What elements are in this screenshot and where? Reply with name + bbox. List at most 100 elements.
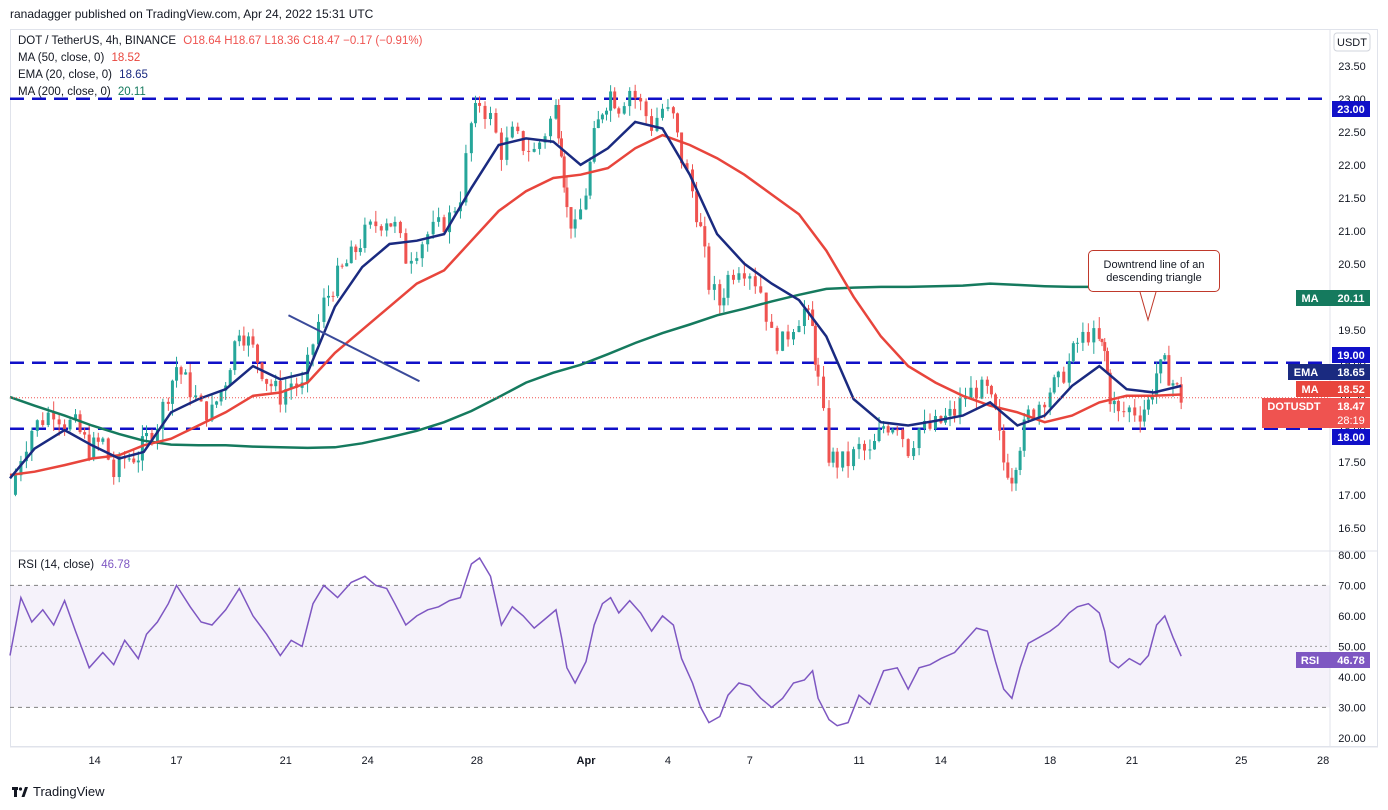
candle-body[interactable] [980,379,984,399]
candle-body[interactable] [569,207,573,229]
candle-body[interactable] [442,217,446,233]
candle-body[interactable] [30,430,34,452]
candle-body[interactable] [379,226,383,231]
candle-body[interactable] [374,221,378,227]
candle-body[interactable] [712,284,716,290]
candle-body[interactable] [46,412,50,426]
candle-body[interactable] [1105,351,1109,373]
candle-body[interactable] [41,420,45,426]
candle-body[interactable] [1026,409,1030,420]
candle-body[interactable] [316,321,320,345]
candle-body[interactable] [74,414,78,420]
candle-body[interactable] [532,148,536,152]
candle-body[interactable] [166,401,170,404]
candle-body[interactable] [469,123,473,154]
candle-body[interactable] [237,335,241,342]
candle-body[interactable] [650,116,654,131]
candle-body[interactable] [759,286,763,293]
candle-body[interactable] [933,416,937,429]
candle-body[interactable] [969,387,973,399]
candle-body[interactable] [453,211,457,213]
candle-body[interactable] [1103,342,1107,352]
candle-body[interactable] [816,364,820,377]
candle-body[interactable] [797,326,801,332]
candle-body[interactable] [1097,328,1101,339]
candle-body[interactable] [841,451,845,468]
candle-body[interactable] [327,295,330,298]
candle-body[interactable] [106,438,110,460]
candle-body[interactable] [1138,415,1142,422]
candle-body[interactable] [835,451,839,468]
candle-body[interactable] [753,276,757,287]
candle-body[interactable] [588,161,592,196]
candle-body[interactable] [210,404,214,421]
candle-body[interactable] [478,102,482,106]
candle-body[interactable] [1116,400,1120,412]
candle-body[interactable] [1167,355,1171,386]
candle-body[interactable] [877,428,881,441]
legend-symbol[interactable]: DOT / TetherUS, 4h, BINANCE [18,35,177,47]
candle-body[interactable] [393,221,397,227]
candle-body[interactable] [579,209,583,220]
candle-body[interactable] [1108,372,1112,405]
candle-body[interactable] [233,341,237,371]
candle-body[interactable] [1175,383,1179,385]
candle-body[interactable] [1086,331,1090,343]
candle-body[interactable] [617,108,621,114]
candle-body[interactable] [358,247,362,253]
candle-body[interactable] [140,436,144,461]
candle-body[interactable] [63,424,67,430]
candle-body[interactable] [775,327,779,351]
candle-body[interactable] [873,440,876,450]
candle-body[interactable] [52,412,56,420]
candle-body[interactable] [605,110,609,115]
candle-body[interactable] [215,401,219,405]
candle-body[interactable] [786,331,790,340]
candle-body[interactable] [994,394,998,409]
candle-body[interactable] [83,432,87,435]
candle-body[interactable] [57,419,61,425]
candle-body[interactable] [660,108,664,118]
candle-body[interactable] [284,389,288,405]
candle-body[interactable] [554,104,558,119]
candle-body[interactable] [644,101,648,117]
candle-body[interactable] [415,258,419,261]
candle-body[interactable] [274,380,278,387]
candle-body[interactable] [543,136,547,143]
downtrend-callout[interactable]: Downtrend line of an descending triangle [1088,250,1220,292]
candle-body[interactable] [886,426,890,433]
candle-body[interactable] [92,437,96,459]
candle-body[interactable] [349,246,353,264]
candle-body[interactable] [354,246,358,253]
candle-body[interactable] [363,224,367,248]
candle-body[interactable] [488,112,492,120]
candle-body[interactable] [170,380,174,404]
legend-ma200-row[interactable]: MA (200, close, 0) 20.11 [18,86,146,98]
candle-body[interactable] [1043,404,1047,408]
candle-body[interactable] [633,90,637,99]
candle-body[interactable] [96,437,100,442]
candle-body[interactable] [917,428,921,449]
candle-body[interactable] [895,429,899,431]
candle-body[interactable] [1006,462,1010,478]
footer-brand[interactable]: TradingView [12,784,105,799]
candle-body[interactable] [953,408,957,416]
candle-body[interactable] [431,221,435,235]
candle-body[interactable] [132,458,136,463]
candle-body[interactable] [562,156,566,188]
candle-body[interactable] [813,325,817,365]
candle-body[interactable] [923,420,927,429]
candle-body[interactable] [527,150,531,152]
candle-body[interactable] [613,91,617,109]
candle-body[interactable] [628,90,632,107]
legend-ma50-row[interactable]: MA (50, close, 0) 18.52 [18,52,140,64]
candle-body[interactable] [448,212,452,233]
candle-body[interactable] [989,385,993,395]
candle-body[interactable] [742,273,746,279]
candle-body[interactable] [194,395,198,398]
candle-body[interactable] [1014,469,1018,484]
candle-body[interactable] [666,107,670,109]
candle-body[interactable] [521,131,525,151]
candle-body[interactable] [389,223,393,227]
candle-body[interactable] [958,398,962,416]
